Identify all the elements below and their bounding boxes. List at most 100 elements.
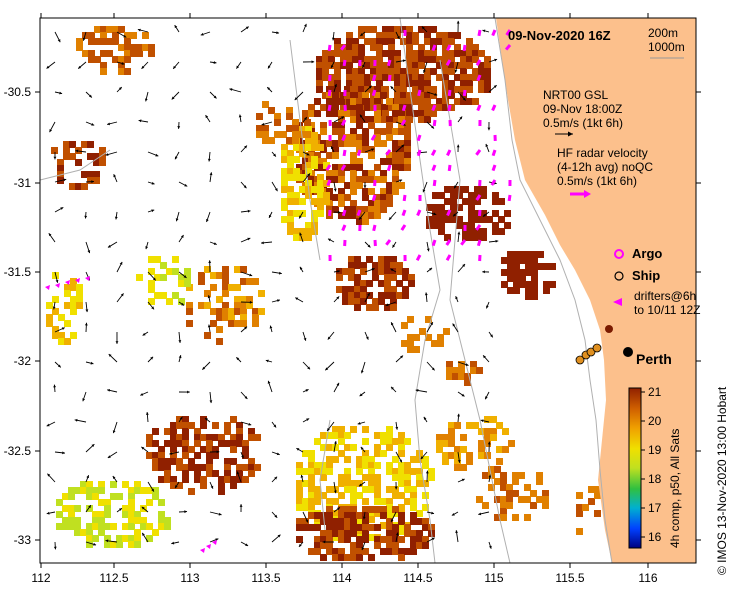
sst-pixel	[56, 499, 63, 506]
sst-pixel	[124, 56, 131, 63]
sst-pixel	[513, 251, 520, 258]
hf-vector	[432, 119, 437, 127]
sst-pixel	[370, 98, 377, 105]
sst-pixel	[362, 518, 369, 525]
sst-pixel	[206, 452, 213, 459]
hf-vector	[327, 44, 332, 52]
sst-pixel	[362, 140, 369, 147]
sst-pixel	[182, 440, 189, 447]
current-vector-head	[385, 303, 389, 307]
current-vector-head	[327, 238, 331, 242]
sst-pixel	[146, 523, 153, 530]
current-vector-head	[359, 216, 362, 220]
sst-pixel	[314, 548, 321, 555]
sst-pixel	[494, 466, 501, 473]
current-vector-head	[145, 412, 149, 415]
sst-pixel	[466, 74, 473, 81]
x-tick-label: 114.5	[403, 571, 432, 585]
sst-pixel	[200, 464, 207, 471]
sst-pixel	[316, 56, 323, 63]
sst-pixel	[346, 104, 353, 111]
sst-pixel	[332, 176, 339, 183]
sst-pixel	[407, 340, 414, 347]
sst-pixel	[484, 62, 491, 69]
sst-pixel	[448, 62, 455, 69]
sst-pixel	[311, 228, 318, 235]
sst-pixel	[320, 554, 327, 561]
sst-pixel	[136, 274, 143, 281]
sst-pixel	[317, 210, 324, 217]
sst-pixel	[142, 32, 149, 39]
sst-pixel	[354, 304, 361, 311]
sst-pixel	[98, 487, 105, 494]
sst-pixel	[170, 422, 177, 429]
current-vector-head	[451, 512, 455, 516]
sst-pixel	[502, 428, 509, 435]
sst-pixel	[62, 517, 69, 524]
sst-pixel	[302, 110, 309, 117]
sst-pixel	[404, 164, 411, 171]
sst-pixel	[354, 280, 361, 287]
hf-vector	[445, 239, 452, 246]
sst-pixel	[368, 506, 375, 513]
hf-vector	[507, 194, 512, 202]
sst-pixel	[338, 200, 345, 207]
current-vector-head	[173, 65, 176, 69]
sst-pixel	[530, 502, 537, 509]
current-vector-head	[267, 65, 271, 69]
sst-pixel	[374, 474, 381, 481]
sst-pixel	[57, 159, 64, 166]
sst-pixel	[418, 104, 425, 111]
sst-pixel	[394, 92, 401, 99]
x-tick-label: 115	[484, 571, 503, 585]
sst-pixel	[356, 164, 363, 171]
sst-pixel	[384, 286, 391, 293]
sst-pixel	[240, 308, 247, 315]
x-tick-label: 114	[332, 571, 351, 585]
current-vector-head	[331, 37, 335, 41]
sst-pixel	[286, 113, 293, 120]
sst-pixel	[422, 524, 429, 531]
sst-pixel	[332, 510, 339, 517]
sst-pixel	[386, 116, 393, 123]
sst-pixel	[92, 535, 99, 542]
sst-pixel	[362, 548, 369, 555]
sst-pixel	[460, 62, 467, 69]
sst-pixel	[388, 44, 395, 51]
sst-pixel	[537, 251, 544, 258]
sst-pixel	[404, 498, 411, 505]
current-vector-head	[216, 450, 220, 454]
sst-pixel	[358, 26, 365, 33]
sst-pixel	[326, 518, 333, 525]
sst-pixel	[374, 432, 381, 439]
current-vector-head	[426, 248, 430, 252]
sst-pixel	[472, 44, 479, 51]
sst-pixel	[356, 146, 363, 153]
sst-pixel	[140, 523, 147, 530]
sst-pixel	[356, 104, 363, 111]
current-vector-head	[333, 490, 337, 494]
sst-pixel	[311, 198, 318, 205]
sst-pixel	[444, 234, 451, 241]
current-vector-head	[118, 508, 122, 511]
sst-pixel	[338, 438, 345, 445]
current-vectors	[46, 20, 499, 551]
sst-pixel	[406, 116, 413, 123]
sst-pixel	[274, 131, 281, 138]
sst-pixel	[356, 134, 363, 141]
sst-pixel	[478, 86, 485, 93]
sst-pixel	[404, 462, 411, 469]
sst-pixel	[398, 128, 405, 135]
current-vector-head	[179, 416, 183, 420]
current-vector-head	[210, 485, 214, 489]
sst-pixel	[164, 517, 171, 524]
sst-pixel	[368, 170, 375, 177]
current-vector-head	[274, 188, 278, 192]
sst-pixel	[388, 38, 395, 45]
current-vector-head	[311, 60, 315, 64]
sst-pixel	[280, 131, 287, 138]
current-vector-head	[229, 88, 233, 91]
sst-pixel	[314, 438, 321, 445]
sst-pixel	[222, 278, 229, 285]
sst-pixel	[519, 257, 526, 264]
